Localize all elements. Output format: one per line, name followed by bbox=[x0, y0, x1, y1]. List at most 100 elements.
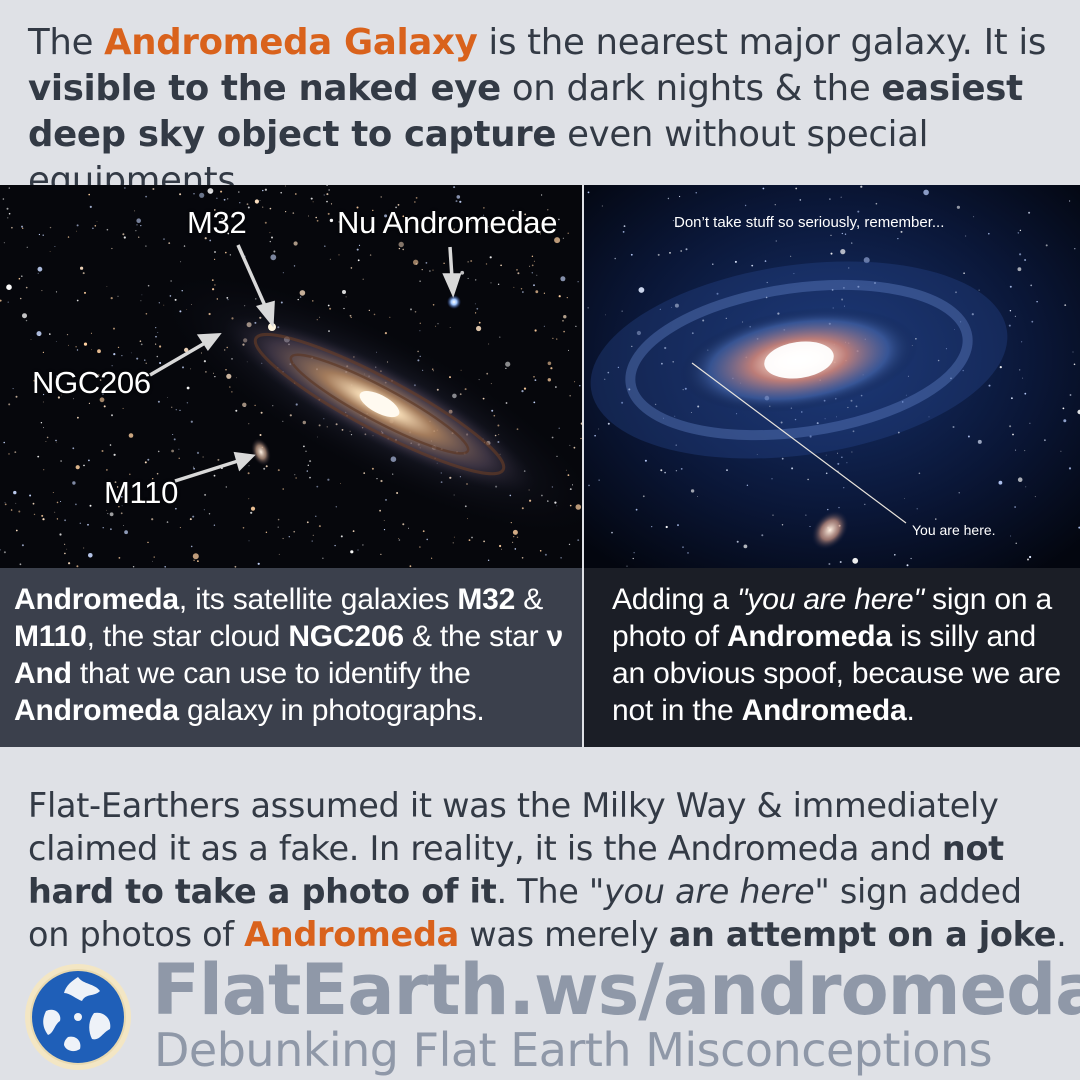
star bbox=[338, 254, 340, 256]
star bbox=[497, 283, 500, 285]
star bbox=[80, 266, 84, 270]
star bbox=[977, 439, 982, 444]
star bbox=[25, 319, 28, 322]
star bbox=[36, 331, 42, 337]
star bbox=[157, 332, 159, 333]
star bbox=[225, 486, 227, 488]
star bbox=[556, 338, 558, 340]
star bbox=[227, 232, 230, 235]
star bbox=[384, 214, 388, 218]
star bbox=[117, 346, 120, 349]
star bbox=[521, 557, 524, 559]
caption-bold: NGC206 bbox=[288, 620, 404, 653]
star bbox=[64, 519, 66, 522]
star bbox=[254, 199, 259, 204]
star bbox=[41, 514, 44, 517]
star bbox=[140, 343, 143, 346]
star bbox=[781, 457, 784, 460]
star bbox=[76, 565, 79, 568]
star bbox=[419, 280, 421, 282]
star bbox=[410, 308, 412, 311]
star bbox=[837, 462, 840, 465]
star bbox=[225, 251, 227, 254]
star bbox=[263, 467, 266, 470]
star bbox=[831, 289, 834, 291]
star bbox=[99, 397, 105, 403]
star bbox=[345, 296, 347, 298]
star bbox=[952, 426, 955, 428]
star bbox=[971, 313, 974, 316]
star bbox=[18, 277, 21, 280]
star bbox=[965, 235, 967, 237]
star bbox=[522, 291, 524, 293]
star bbox=[288, 536, 290, 538]
star bbox=[901, 401, 904, 403]
star bbox=[145, 245, 147, 247]
star bbox=[607, 371, 610, 374]
star bbox=[239, 202, 241, 204]
outro-text: . bbox=[1056, 915, 1067, 954]
star bbox=[1015, 449, 1017, 451]
star bbox=[682, 389, 684, 391]
star bbox=[690, 412, 692, 413]
star bbox=[456, 195, 461, 199]
star bbox=[638, 287, 645, 293]
star bbox=[1028, 211, 1031, 214]
intro-bold-naked-eye: visible to the naked eye bbox=[28, 68, 501, 109]
star bbox=[672, 361, 674, 363]
star bbox=[318, 525, 321, 528]
star bbox=[21, 275, 23, 277]
star bbox=[178, 457, 180, 459]
star bbox=[1029, 422, 1031, 424]
star bbox=[838, 506, 840, 509]
star bbox=[531, 272, 533, 274]
star bbox=[30, 339, 32, 340]
caption-text: sign on a photo of bbox=[612, 583, 1053, 653]
star bbox=[485, 263, 488, 265]
star bbox=[250, 506, 256, 511]
star bbox=[614, 257, 616, 260]
star bbox=[414, 311, 417, 313]
star bbox=[1031, 320, 1034, 323]
star bbox=[306, 521, 309, 524]
star bbox=[75, 465, 80, 470]
star bbox=[54, 511, 56, 513]
star bbox=[954, 329, 955, 330]
star bbox=[398, 247, 401, 250]
star bbox=[140, 225, 142, 227]
star bbox=[793, 273, 795, 275]
star bbox=[248, 498, 250, 500]
star bbox=[166, 521, 169, 523]
star bbox=[483, 214, 485, 216]
star bbox=[22, 227, 24, 229]
star bbox=[471, 536, 473, 539]
star bbox=[273, 250, 276, 253]
star bbox=[857, 285, 860, 288]
star bbox=[935, 518, 937, 520]
caption-text: Adding a bbox=[612, 583, 737, 616]
star bbox=[1029, 555, 1032, 559]
site-url[interactable]: FlatEarth.ws/andromeda bbox=[152, 949, 1080, 1031]
star bbox=[431, 557, 433, 559]
star bbox=[33, 379, 36, 382]
caption-bold: M110 bbox=[14, 620, 87, 653]
star bbox=[517, 272, 520, 275]
star bbox=[204, 237, 207, 240]
star bbox=[516, 228, 519, 230]
star bbox=[654, 403, 657, 406]
star bbox=[574, 381, 576, 383]
star bbox=[762, 187, 765, 190]
star bbox=[40, 422, 43, 424]
star bbox=[529, 265, 531, 267]
star bbox=[657, 253, 660, 256]
star bbox=[220, 190, 223, 193]
star bbox=[214, 209, 216, 211]
star bbox=[958, 492, 960, 494]
caption-text: & the star bbox=[403, 620, 547, 653]
star bbox=[395, 206, 397, 209]
star bbox=[179, 193, 182, 196]
star bbox=[168, 242, 171, 244]
star bbox=[178, 448, 180, 450]
star bbox=[587, 307, 589, 309]
star bbox=[163, 238, 165, 240]
